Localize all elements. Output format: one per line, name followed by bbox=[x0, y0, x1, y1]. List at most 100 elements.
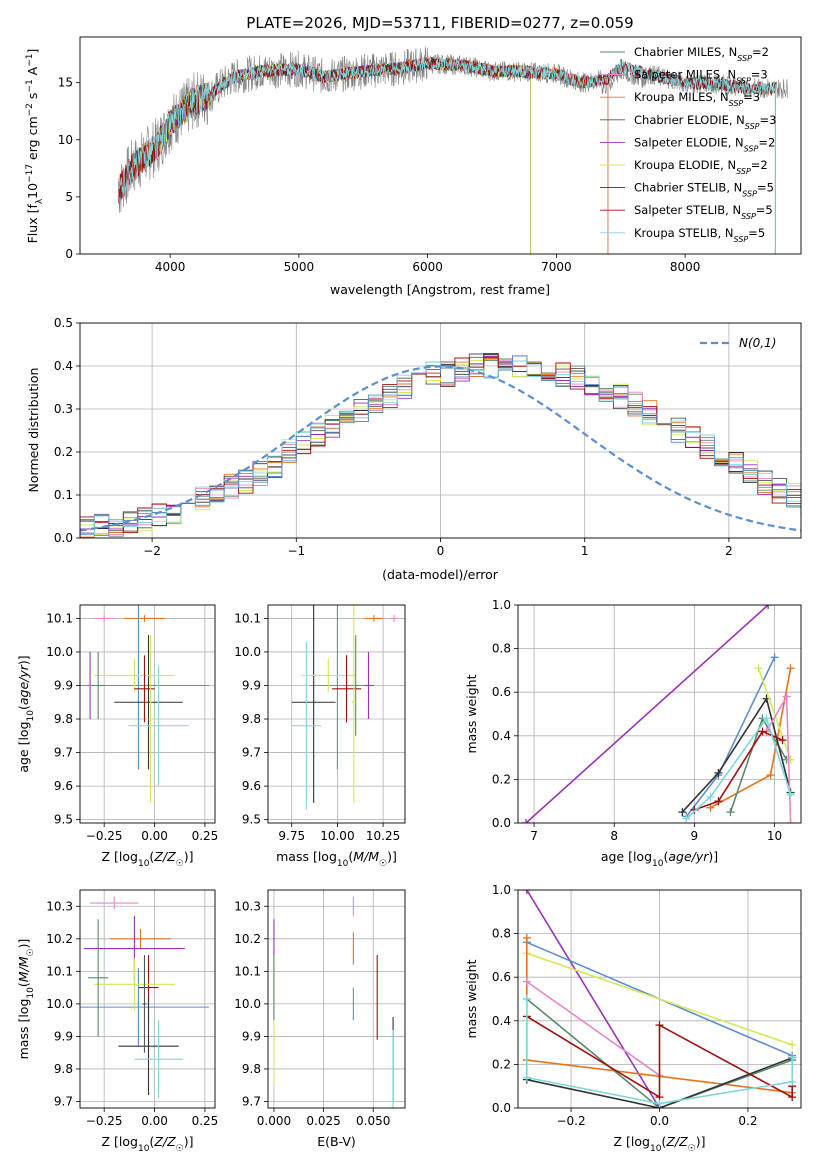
y-axis-label: mass [log10(M/M☉)] bbox=[16, 939, 36, 1060]
y-tick-label: 15 bbox=[58, 76, 73, 90]
x-tick-label: 0.050 bbox=[356, 1114, 390, 1128]
data-point-marker bbox=[762, 714, 771, 723]
legend-label: Kroupa STELIB, NSSP=5 bbox=[634, 226, 765, 244]
model-spectrum-kroupa-stelib bbox=[118, 57, 776, 254]
axes-frame bbox=[79, 889, 216, 1109]
axes-frame bbox=[79, 36, 802, 255]
x-tick-label: 0.00 bbox=[141, 1114, 168, 1128]
y-axis-label: mass weight bbox=[464, 674, 479, 753]
y-axis-label: Flux [fλ10−17 erg cm−2 s−1 A−1] bbox=[25, 49, 45, 244]
data-point-marker bbox=[778, 736, 787, 745]
y-tick-label: 0.4 bbox=[492, 729, 511, 743]
legend-label: Kroupa ELODIE, NSSP=2 bbox=[634, 158, 768, 176]
gaussian-curve bbox=[80, 365, 801, 532]
data-point-marker bbox=[690, 805, 699, 814]
y-tick-label: 9.8 bbox=[54, 1062, 73, 1076]
residual-histogram-plot-area bbox=[80, 323, 801, 538]
y-tick-label: 10.1 bbox=[234, 611, 261, 625]
x-tick-label: 9.75 bbox=[278, 829, 305, 843]
mass-weight-line-salpeter-miles bbox=[526, 980, 660, 1076]
data-point-marker bbox=[754, 664, 763, 673]
age-vs-mass-plot-area bbox=[268, 605, 405, 823]
data-point-marker bbox=[678, 808, 687, 817]
mass-weight-vs-age-plot-area bbox=[518, 605, 801, 823]
y-tick-label: 10.0 bbox=[234, 645, 261, 659]
y-tick-label: 0 bbox=[65, 247, 73, 261]
y-tick-label: 9.7 bbox=[54, 746, 73, 760]
mass-weight-line-chabrier-miles bbox=[526, 998, 793, 1108]
y-tick-label: 10.0 bbox=[46, 645, 73, 659]
legend-label: N(0,1) bbox=[739, 336, 776, 350]
y-tick-label: 5 bbox=[65, 190, 73, 204]
y-tick-label: 9.9 bbox=[242, 678, 261, 692]
data-point-marker bbox=[788, 1077, 797, 1086]
y-tick-label: 9.9 bbox=[242, 1029, 261, 1043]
y-tick-label: 0.2 bbox=[492, 1057, 511, 1071]
y-tick-label: 10.2 bbox=[46, 932, 73, 946]
data-point-marker bbox=[522, 995, 531, 1003]
y-axis-label: mass weight bbox=[464, 959, 479, 1038]
data-point-marker bbox=[706, 803, 715, 812]
x-tick-label: 10.25 bbox=[366, 829, 400, 843]
x-axis-label: age [log10(age/yr)] bbox=[601, 849, 718, 869]
y-tick-label: 0.8 bbox=[492, 642, 511, 656]
x-tick-label: 0.0 bbox=[650, 1114, 669, 1128]
x-tick-label: 0.00 bbox=[141, 829, 168, 843]
legend-label: Chabrier STELIB, NSSP=5 bbox=[634, 181, 774, 199]
x-tick-label: −2 bbox=[143, 544, 161, 558]
y-tick-label: 0.6 bbox=[492, 970, 511, 984]
y-tick-label: 9.8 bbox=[242, 712, 261, 726]
y-tick-label: 0.2 bbox=[54, 445, 73, 459]
y-tick-label: 9.7 bbox=[242, 1094, 261, 1108]
x-tick-label: −0.25 bbox=[86, 829, 123, 843]
x-tick-label: 7000 bbox=[541, 260, 572, 274]
x-tick-label: 8000 bbox=[670, 260, 701, 274]
age-vs-mass-axes: 9.75 10.00 10.25 9.5 9.6 9.7 9.8 9.9 10.0 10.1 mas… bbox=[234, 604, 406, 869]
mass-vs-Z-axes: −0.25 0.00 0.25 9.7 9.8 9.9 10.0 10.1 10.2 10.3 Z … bbox=[16, 889, 219, 1154]
mass-weight-line-chabrier-stelib bbox=[526, 1057, 793, 1108]
legend-label: Salpeter STELIB, NSSP=5 bbox=[634, 203, 773, 221]
x-tick-label: 4000 bbox=[155, 260, 186, 274]
data-point-marker bbox=[522, 819, 531, 823]
y-tick-label: 9.6 bbox=[54, 779, 73, 793]
histogram-chabrier-elodie bbox=[80, 353, 801, 534]
x-axis-label: Z [log10(Z/Z☉)] bbox=[614, 1134, 706, 1154]
axes-frame bbox=[79, 322, 802, 539]
y-tick-label: 10.3 bbox=[234, 899, 261, 913]
data-point-marker bbox=[682, 814, 691, 823]
data-point-marker bbox=[522, 1073, 531, 1082]
x-tick-label: −1 bbox=[287, 544, 305, 558]
y-tick-label: 0.4 bbox=[492, 1014, 511, 1028]
data-point-marker bbox=[764, 605, 773, 609]
legend-label: Salpeter ELODIE, NSSP=2 bbox=[634, 135, 775, 153]
x-axis-label: wavelength [Angstrom, rest frame] bbox=[330, 282, 550, 297]
y-tick-label: 0.0 bbox=[492, 816, 511, 830]
axes-frame bbox=[267, 604, 406, 824]
data-point-marker bbox=[782, 692, 791, 701]
model-spectrum-kroupa-elodie bbox=[156, 56, 531, 254]
legend-label: Chabrier MILES, NSSP=2 bbox=[634, 45, 769, 63]
x-tick-label: −0.2 bbox=[556, 1114, 585, 1128]
legend-label: Kroupa MILES, NSSP=3 bbox=[634, 90, 760, 108]
y-axis-label: age [log10(age/yr)] bbox=[16, 655, 36, 772]
axes-frame bbox=[517, 889, 802, 1109]
x-tick-label: 0 bbox=[437, 544, 445, 558]
x-tick-label: 2 bbox=[725, 544, 733, 558]
x-tick-label: 0.2 bbox=[738, 1114, 757, 1128]
x-tick-label: 0.25 bbox=[192, 829, 219, 843]
y-tick-label: 9.5 bbox=[54, 813, 73, 827]
mass-vs-Z-plot-area bbox=[80, 890, 215, 1108]
data-point-marker bbox=[714, 768, 723, 777]
data-point-marker bbox=[788, 1040, 797, 1049]
x-tick-label: 10.00 bbox=[320, 829, 354, 843]
data-point-marker bbox=[786, 664, 795, 673]
mass-weight-line-salpeter-elodie bbox=[525, 605, 769, 823]
y-tick-label: 9.9 bbox=[54, 678, 73, 692]
data-point-marker bbox=[766, 771, 775, 780]
x-tick-label: −0.25 bbox=[86, 1114, 123, 1128]
x-tick-label: 0.25 bbox=[192, 1114, 219, 1128]
data-point-marker bbox=[522, 977, 531, 986]
axes-frame bbox=[267, 889, 406, 1109]
data-point-marker bbox=[714, 797, 723, 806]
